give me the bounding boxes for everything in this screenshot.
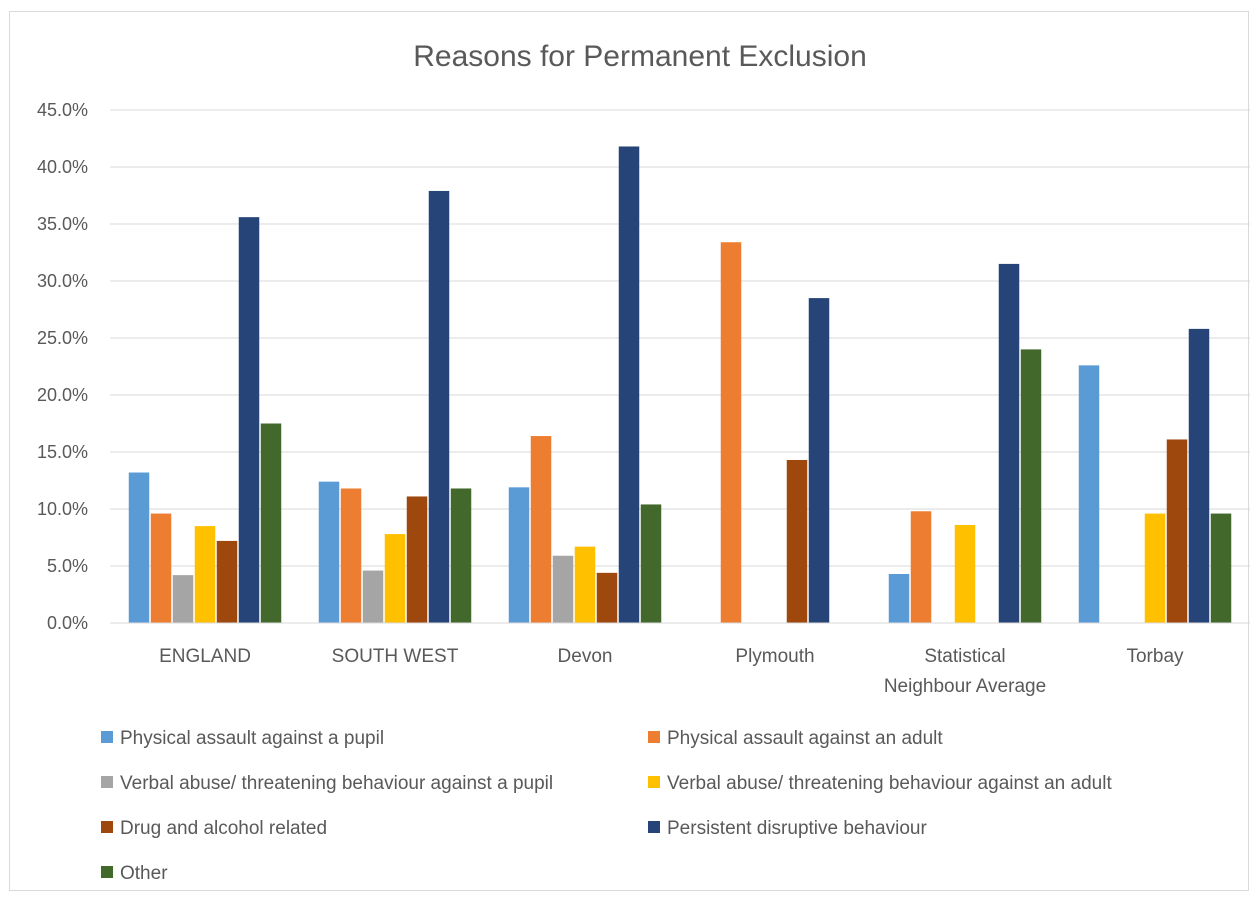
bar bbox=[786, 459, 808, 623]
bar bbox=[194, 526, 216, 623]
legend-label: Verbal abuse/ threatening behaviour agai… bbox=[667, 773, 1112, 794]
x-tick-label: Statistical bbox=[924, 646, 1005, 667]
x-axis: ENGLAND SOUTH WEST Devon Plymouth Statistica… bbox=[110, 622, 1250, 697]
bar bbox=[216, 540, 238, 623]
bar bbox=[1166, 439, 1188, 623]
x-tick-label: SOUTH WEST bbox=[332, 646, 459, 667]
bar bbox=[574, 546, 596, 623]
bar bbox=[384, 534, 406, 623]
bar bbox=[596, 572, 618, 623]
legend-label: Physical assault against an adult bbox=[667, 728, 943, 749]
bars bbox=[128, 146, 1232, 624]
y-tick-label: 0.0% bbox=[47, 613, 88, 633]
bar bbox=[340, 488, 362, 623]
bar bbox=[1078, 365, 1100, 623]
chart-title: Reasons for Permanent Exclusion bbox=[413, 40, 867, 73]
legend-label: Physical assault against a pupil bbox=[120, 728, 384, 749]
bar bbox=[720, 242, 742, 624]
bar bbox=[150, 513, 172, 623]
bar bbox=[1144, 513, 1166, 623]
bar bbox=[318, 481, 340, 623]
legend-label: Drug and alcohol related bbox=[120, 818, 327, 839]
legend: Physical assault against a pupil Physical… bbox=[101, 728, 1112, 884]
y-tick-label: 20.0% bbox=[37, 385, 88, 405]
bar bbox=[238, 217, 260, 623]
legend-swatch bbox=[648, 776, 660, 788]
x-tick-label: Torbay bbox=[1126, 646, 1184, 667]
legend-swatch bbox=[648, 731, 660, 743]
legend-swatch bbox=[101, 731, 113, 743]
bar bbox=[260, 423, 282, 623]
bar bbox=[1210, 513, 1232, 623]
x-tick-label: Devon bbox=[558, 646, 613, 667]
y-tick-label: 10.0% bbox=[37, 499, 88, 519]
y-tick-label: 45.0% bbox=[37, 100, 88, 120]
x-tick-label: Plymouth bbox=[735, 646, 814, 667]
bar bbox=[450, 488, 472, 623]
y-tick-label: 25.0% bbox=[37, 328, 88, 348]
bar bbox=[172, 575, 194, 623]
bar bbox=[406, 496, 428, 623]
legend-swatch bbox=[101, 866, 113, 878]
x-tick-label: Neighbour Average bbox=[884, 676, 1046, 697]
bar bbox=[1020, 349, 1042, 623]
bar bbox=[428, 190, 450, 623]
y-tick-label: 35.0% bbox=[37, 214, 88, 234]
legend-swatch bbox=[101, 776, 113, 788]
bar bbox=[552, 555, 574, 623]
legend-label: Other bbox=[120, 863, 168, 884]
bar bbox=[508, 487, 530, 623]
y-axis-ticks: 0.0% 5.0% 10.0% 15.0% 20.0% 25.0% 30.0% 35.0% 40… bbox=[37, 100, 88, 633]
bar bbox=[1188, 328, 1210, 623]
bar bbox=[888, 573, 910, 623]
bar bbox=[362, 570, 384, 623]
legend-swatch bbox=[648, 821, 660, 833]
legend-label: Persistent disruptive behaviour bbox=[667, 818, 927, 839]
bar bbox=[618, 146, 640, 624]
bar bbox=[998, 263, 1020, 623]
y-tick-label: 40.0% bbox=[37, 157, 88, 177]
y-tick-label: 5.0% bbox=[47, 556, 88, 576]
bar bbox=[910, 511, 932, 623]
bar bbox=[530, 436, 552, 623]
x-tick-label: ENGLAND bbox=[159, 646, 251, 667]
bar bbox=[128, 472, 150, 623]
bar bbox=[808, 298, 830, 623]
bar bbox=[640, 504, 662, 623]
bar bbox=[954, 524, 976, 623]
y-tick-label: 30.0% bbox=[37, 271, 88, 291]
legend-label: Verbal abuse/ threatening behaviour agai… bbox=[120, 773, 553, 794]
legend-swatch bbox=[101, 821, 113, 833]
y-tick-label: 15.0% bbox=[37, 442, 88, 462]
